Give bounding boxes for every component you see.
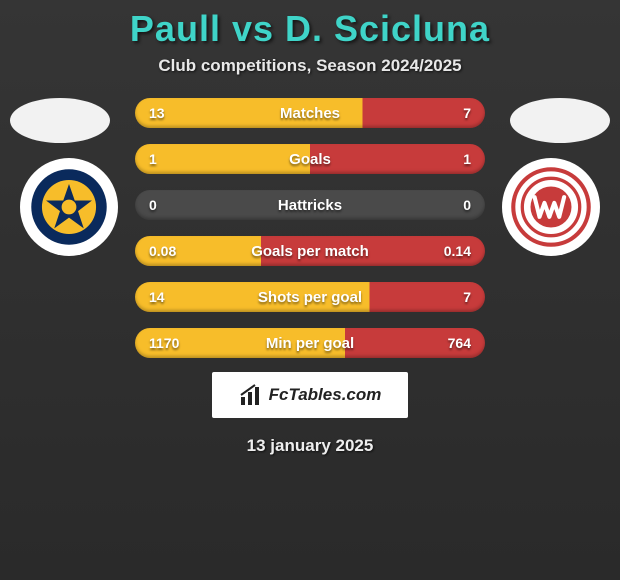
stat-right-value: 7 [463,105,471,121]
stat-left-value: 1 [149,151,157,167]
stat-row: 1 Goals 1 [135,144,485,174]
player-left-face [10,98,110,143]
stat-left-value: 0.08 [149,243,176,259]
comparison-card: Paull vs D. Scicluna Club competitions, … [0,0,620,580]
stat-row: 14 Shots per goal 7 [135,282,485,312]
page-subtitle: Club competitions, Season 2024/2025 [0,56,620,76]
stat-label: Matches [280,105,340,122]
stat-left-value: 0 [149,197,157,213]
stat-label: Min per goal [266,335,354,352]
stat-label: Goals per match [251,243,369,260]
chart-icon [239,383,263,407]
stat-right-value: 1 [463,151,471,167]
stat-row: 0.08 Goals per match 0.14 [135,236,485,266]
stat-right-value: 764 [448,335,471,351]
club-badge-left [20,158,118,256]
stat-label: Shots per goal [258,289,362,306]
stat-label: Goals [289,151,331,168]
comparison-body: 13 Matches 7 1 Goals 1 0 Hattricks 0 0.08 Goals pe… [0,98,620,358]
brand-text: FcTables.com [269,385,382,405]
stat-left-value: 14 [149,289,165,305]
page-title: Paull vs D. Scicluna [0,0,620,50]
stat-row: 13 Matches 7 [135,98,485,128]
stat-row: 0 Hattricks 0 [135,190,485,220]
stat-right-value: 0 [463,197,471,213]
club-badge-right [502,158,600,256]
stat-right-value: 7 [463,289,471,305]
footer-date: 13 january 2025 [0,436,620,456]
player-right-face [510,98,610,143]
stat-row: 1170 Min per goal 764 [135,328,485,358]
wanderers-icon [510,166,592,248]
stat-label: Hattricks [278,197,342,214]
stat-right-value: 0.14 [444,243,471,259]
stat-rows: 13 Matches 7 1 Goals 1 0 Hattricks 0 0.08 Goals pe… [135,98,485,374]
stat-left-value: 1170 [149,335,179,351]
stat-left-value: 13 [149,105,165,121]
brand-badge[interactable]: FcTables.com [212,372,408,418]
mariners-icon [28,166,110,248]
